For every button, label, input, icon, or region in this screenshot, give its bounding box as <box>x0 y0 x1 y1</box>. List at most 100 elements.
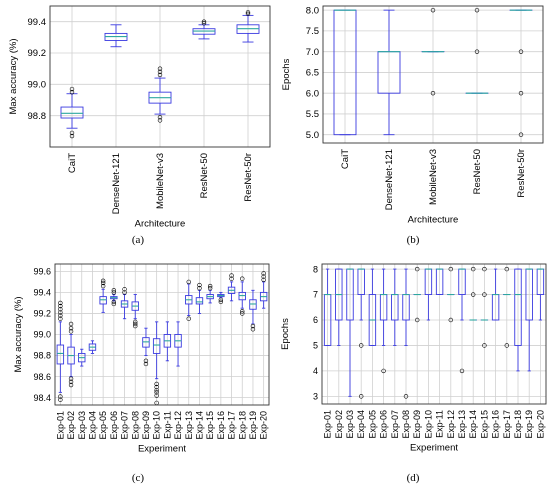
outlier-point <box>240 311 245 316</box>
box-c-20 <box>259 271 268 309</box>
outlier-point <box>482 266 487 272</box>
box-c-7 <box>120 287 129 320</box>
x-tick-label: Exp-15 <box>205 411 215 440</box>
box-c-3 <box>78 348 86 367</box>
box-d-4 <box>357 268 365 399</box>
y-tick-label: 98.4 <box>33 393 51 403</box>
y-tick-label: 99.4 <box>33 288 51 298</box>
outlier-point <box>518 132 524 137</box>
y-tick-label: 99.2 <box>28 48 47 59</box>
x-tick-label: Exp-05 <box>98 411 108 440</box>
x-tick-label: Exp-18 <box>237 411 247 440</box>
box-c-4 <box>88 340 97 354</box>
x-tick-label: Exp-06 <box>379 410 389 439</box>
outlier-point <box>245 11 251 17</box>
box-c-6 <box>110 288 118 307</box>
y-tick-label: 5.0 <box>306 130 319 141</box>
x-tick-label: Exp-14 <box>468 410 478 439</box>
outlier-point <box>403 394 409 399</box>
y-tick-label: 8 <box>313 264 318 274</box>
x-tick-label: MobileNet-v3 <box>155 153 166 209</box>
outlier-point <box>197 282 202 288</box>
outlier-point <box>430 90 436 96</box>
box-c-16 <box>217 291 225 305</box>
x-tick-label: Exp-14 <box>194 411 204 440</box>
x-tick-label: DenseNet-121 <box>384 149 395 210</box>
outlier-point <box>157 115 163 120</box>
box-b-2 <box>377 9 401 136</box>
x-tick-label: Exp-17 <box>502 410 512 439</box>
y-tick-label: 7 <box>313 290 318 300</box>
box-b-4 <box>465 7 489 94</box>
outlier-point <box>111 290 117 295</box>
x-tick-label: ResNet-50 <box>199 153 210 198</box>
box-c-13 <box>185 279 193 321</box>
x-tick-label: Exp-20 <box>259 411 269 440</box>
box-d-10 <box>424 268 433 321</box>
y-tick-label: 99.6 <box>33 267 51 277</box>
plot-frame <box>49 5 271 148</box>
outlier-point <box>197 286 202 291</box>
outlier-point <box>381 368 386 374</box>
x-tick-label: Exp-04 <box>356 410 366 439</box>
outlier-point <box>261 274 266 279</box>
outlier-point <box>250 323 256 329</box>
outlier-point <box>518 90 524 96</box>
outlier-point <box>133 319 138 325</box>
y-tick-label: 98.8 <box>28 111 47 122</box>
box-d-2 <box>335 268 343 346</box>
box-a-1 <box>60 86 84 139</box>
outlier-point <box>261 277 266 282</box>
chart-panel-a: 98.8 99.0 99.2 99.4 CaiT DenseNet-121 MobileNe… <box>8 5 271 230</box>
box-d-20 <box>536 268 545 321</box>
box-c-12 <box>174 321 182 367</box>
box-c-14 <box>195 282 204 314</box>
outlier-point <box>58 316 63 321</box>
outlier-point <box>58 397 63 402</box>
outlier-point <box>471 266 476 272</box>
x-tick-label: Exp-02 <box>334 410 344 439</box>
box-d-17 <box>503 266 511 348</box>
outlier-point <box>69 86 75 92</box>
outlier-point <box>201 21 207 26</box>
outlier-point <box>240 309 245 314</box>
outlier-point <box>504 266 509 272</box>
outlier-point <box>250 327 256 332</box>
x-tick-label: Exp-12 <box>446 410 456 439</box>
outlier-point <box>122 287 127 292</box>
outlier-point <box>157 72 163 78</box>
y-tick-label: 99.0 <box>28 80 47 91</box>
x-axis-label: Experiment <box>410 443 458 454</box>
x-tick-label: Exp-03 <box>77 411 87 440</box>
y-axis-label: Max accuracy (%) <box>8 38 19 114</box>
outlier-point <box>157 66 163 71</box>
outlier-point <box>111 299 117 305</box>
plot-frame <box>54 263 270 406</box>
outlier-point <box>69 130 75 136</box>
outlier-point <box>100 283 106 289</box>
x-tick-label: Exp-01 <box>55 411 65 440</box>
y-tick-label: 6 <box>313 315 318 325</box>
x-tick-label: ResNet-50 <box>472 149 483 194</box>
box-c-19 <box>249 289 257 332</box>
outlier-point <box>359 343 364 348</box>
box-c-10 <box>152 321 161 406</box>
x-tick-label: DenseNet-121 <box>111 153 122 214</box>
outlier-point <box>154 390 159 395</box>
x-tick-label: Exp-15 <box>479 410 489 439</box>
y-tick-label: 99.2 <box>33 309 51 319</box>
outlier-point <box>58 310 63 315</box>
outlier-point <box>245 10 251 15</box>
box-iqr <box>60 106 84 119</box>
outlier-point <box>68 329 74 334</box>
box-c-18 <box>238 276 246 316</box>
x-tick-label: Exp-13 <box>457 410 467 439</box>
outlier-point <box>459 368 465 374</box>
box-iqr <box>152 338 161 354</box>
box-d-8 <box>402 268 410 399</box>
y-tick-label: 5 <box>313 341 318 351</box>
box-d-5 <box>368 268 377 346</box>
outlier-point <box>154 393 159 398</box>
x-tick-label: Exp-06 <box>109 411 119 440</box>
x-tick-label: Exp-03 <box>345 410 355 439</box>
